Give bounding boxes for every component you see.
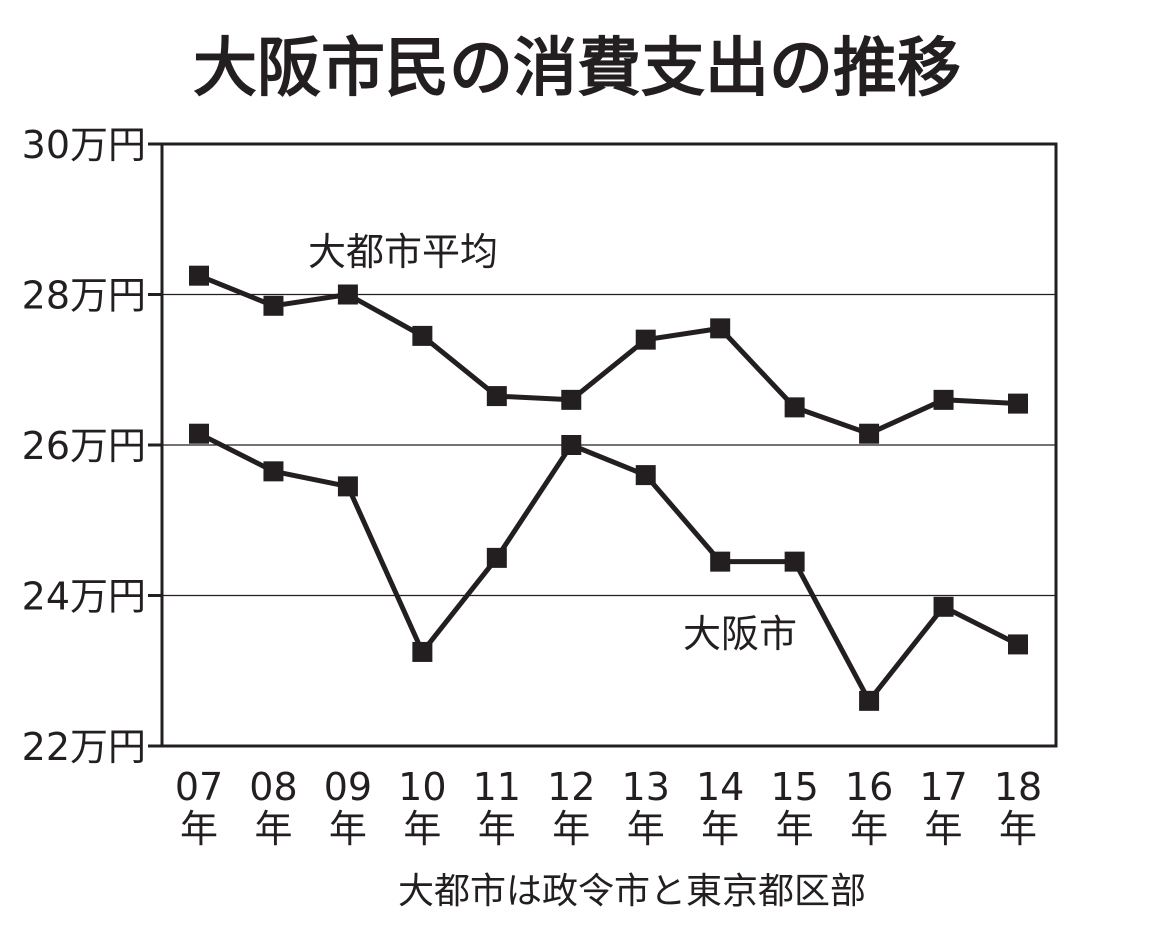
y-tick-label: 30万円 [22, 123, 146, 167]
y-axis: 30万円 28万円 26万円 24万円 22万円 [22, 123, 162, 769]
x-tick-label-unit: 年 [254, 807, 292, 851]
data-point-marker [710, 551, 731, 572]
data-point-marker [710, 318, 731, 339]
data-point-marker [486, 547, 507, 568]
x-tick-label-unit: 年 [925, 807, 963, 851]
data-point-marker [189, 423, 209, 444]
data-point-marker [486, 386, 507, 407]
data-point-marker [859, 423, 880, 444]
y-tick-label: 22万円 [22, 725, 146, 769]
x-tick-label: 10 [398, 765, 446, 809]
x-tick-label-unit: 年 [701, 807, 739, 851]
x-tick-label-unit: 年 [403, 807, 441, 851]
data-point-marker [412, 325, 433, 346]
x-tick-label: 08 [249, 765, 297, 809]
grid-lines [162, 293, 1056, 597]
data-point-marker [1008, 393, 1028, 414]
x-tick-label: 18 [994, 765, 1042, 809]
x-tick-label: 11 [473, 765, 521, 809]
data-point-marker [784, 551, 805, 572]
series-line-osaka-shi [197, 431, 1020, 704]
x-tick-label-unit: 年 [850, 807, 888, 851]
x-tick-label: 13 [622, 765, 670, 809]
x-tick-label-unit: 年 [776, 807, 814, 851]
data-point-marker [337, 476, 358, 497]
data-point-marker [1008, 634, 1028, 655]
y-tick-label: 26万円 [22, 424, 146, 468]
y-tick-label: 24万円 [22, 575, 146, 619]
data-point-marker [189, 265, 209, 286]
data-point-marker [635, 329, 656, 350]
data-point-marker [263, 295, 284, 316]
series-line-dai-toshi-heikin [198, 273, 1019, 437]
x-tick-label: 17 [919, 765, 967, 809]
chart-title: 大阪市民の消費支出の推移 [193, 32, 961, 106]
data-point-marker [933, 596, 954, 617]
series-1 [189, 423, 1028, 711]
data-point-marker [337, 284, 358, 305]
x-tick-label-unit: 年 [999, 807, 1037, 851]
x-tick-label: 07 [175, 765, 223, 809]
x-tick-label: 16 [845, 765, 893, 809]
data-point-marker [263, 461, 284, 482]
series-0 [189, 265, 1028, 444]
x-tick-label-unit: 年 [478, 807, 516, 851]
x-tick-label-unit: 年 [552, 807, 590, 851]
data-point-marker [635, 465, 656, 486]
x-tick-label-unit: 年 [627, 807, 665, 851]
data-point-marker [412, 641, 433, 662]
x-tick-label: 15 [770, 765, 818, 809]
x-tick-label: 09 [324, 765, 372, 809]
x-tick-label-unit: 年 [180, 807, 218, 851]
x-tick-label: 12 [547, 765, 595, 809]
x-tick-label: 14 [696, 765, 744, 809]
data-point-marker [933, 389, 954, 410]
y-tick-label: 28万円 [22, 274, 146, 318]
series-layer [189, 265, 1028, 711]
series-label-osaka-shi: 大阪市 [683, 612, 797, 656]
data-point-marker [561, 389, 582, 410]
footnote: 大都市は政令市と東京都区部 [398, 871, 866, 912]
data-point-marker [859, 690, 880, 711]
series-label-dai-toshi-heikin: 大都市平均 [308, 230, 498, 274]
data-point-marker [784, 397, 805, 418]
x-tick-label-unit: 年 [329, 807, 367, 851]
data-point-marker [561, 435, 582, 455]
